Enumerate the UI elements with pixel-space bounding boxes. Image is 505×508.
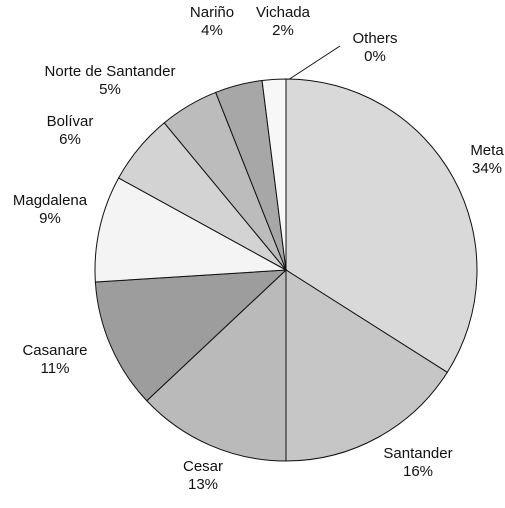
pie-slice [94,269,288,402]
slice-label: Santander [383,445,452,462]
slice-value: 4% [201,22,223,39]
slice-label: Bolívar [47,113,94,130]
pie-slice [146,268,287,462]
slice-label: Nariño [190,4,234,21]
leader-line [287,45,341,81]
slice-value: 16% [403,463,433,480]
slice-value: 34% [472,160,502,177]
slice-label: Cesar [183,458,223,475]
slice-value: 6% [59,131,81,148]
slice-label: Vichada [256,4,311,21]
slice-value: 0% [364,48,386,65]
slice-label: Others [352,30,397,47]
slice-value: 2% [272,22,294,39]
pie-slice [94,177,288,283]
slice-value: 11% [41,360,70,377]
slice-value: 13% [188,476,218,493]
slice-value: 9% [39,210,61,227]
slice-label: Norte de Santander [45,63,176,80]
slice-label: Casanare [22,342,87,359]
slice-label: Magdalena [13,192,88,209]
slice-label: Meta [470,142,504,159]
pie-slice [285,269,448,462]
pie-slice [285,78,478,374]
slice-value: 5% [99,81,121,98]
